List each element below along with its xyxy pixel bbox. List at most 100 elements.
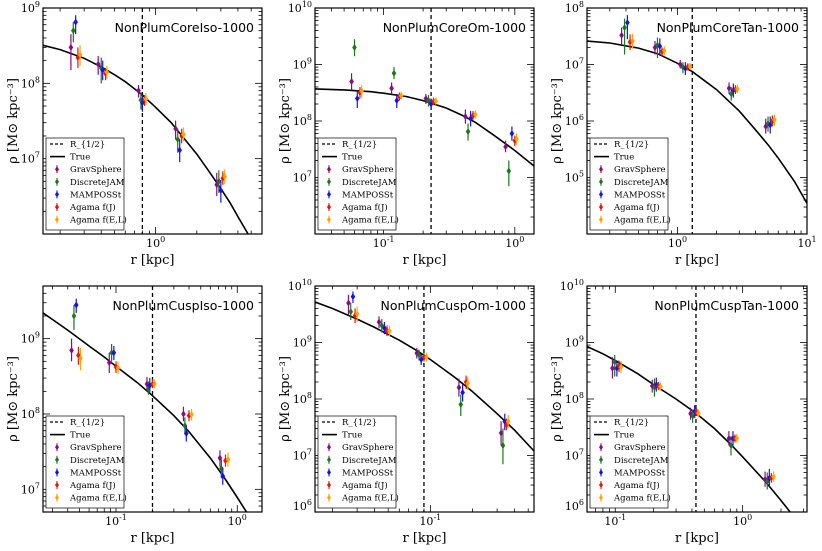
y-tick-label: 1010 [288,278,312,293]
data-point [71,27,76,35]
legend-label: Agama f(J) [69,480,116,491]
x-axis-label: r [kpc] [675,531,719,546]
legend-swatch [599,456,603,463]
legend-label: DiscreteJAM [70,456,125,466]
y-tick-label: 107 [21,151,40,166]
legend-swatch [599,494,603,501]
y-tick-label: 106 [293,498,312,513]
data-point [728,442,734,450]
legend-swatch [327,456,331,463]
data-point [376,318,382,326]
legend-box [317,137,397,231]
data-point [95,60,101,68]
legend-swatch [327,444,331,451]
data-point [68,43,74,51]
legend-swatch [327,469,331,476]
legend-box [45,137,125,231]
legend-swatch [327,494,331,501]
data-point [512,137,518,145]
plot-frame [42,285,263,513]
data-point [421,353,427,361]
data-point [352,43,357,51]
legend-label: MAMPOSSt [70,468,122,478]
data-point [218,186,224,194]
legend-label: MAMPOSSt [70,190,122,200]
plot-frame [42,7,263,235]
data-point [657,42,663,50]
legend-swatch [327,191,331,198]
data-point [346,299,351,307]
legend-label: True [70,153,90,163]
data-point [384,327,390,335]
legend-label: Agama f(J) [341,202,388,213]
legend-label: GravSphere [342,165,394,175]
x-tick-label: 101 [797,235,816,250]
legend-label: Agama f(E,L) [613,493,671,504]
legend-swatch [55,456,59,463]
data-point [733,86,738,94]
data-point [189,411,194,419]
x-tick-label: 10-1 [604,513,626,528]
data-point [465,379,471,387]
data-point [216,177,222,185]
data-point [357,88,363,96]
legend-swatch [55,482,59,488]
data-point [456,383,462,391]
legend-label: Agama f(J) [341,480,388,491]
legend-label: DiscreteJAM [342,456,397,466]
data-point [618,363,624,371]
legend-swatch [55,191,59,198]
data-point [463,113,468,121]
data-point [219,464,224,472]
plot-frame [314,7,535,235]
data-point [136,87,141,95]
data-point [503,143,508,151]
legend-label: Agama f(J) [69,202,116,213]
y-axis-label: ρ [M⊙ kpc⁻³] [278,356,293,442]
panel-title: NonPlumCoreIso-1000 [115,20,254,35]
legend-label: True [614,431,634,441]
true-curve [43,312,248,512]
data-point [181,410,186,418]
data-point [69,346,74,354]
data-point [470,112,476,120]
data-point [387,327,392,335]
legend-label: MAMPOSSt [614,468,666,478]
legend-label: Agama f(E,L) [69,215,127,226]
legend-label: MAMPOSSt [342,468,394,478]
data-point [183,430,189,438]
data-point [726,84,732,92]
y-tick-label: 108 [21,75,40,90]
legend-label: Agama f(J) [613,480,660,491]
legend-label: R_{1/2} [614,140,649,150]
legend-label: DiscreteJAM [614,178,669,188]
data-point [694,408,699,416]
data-point [509,130,515,138]
data-point [473,111,478,119]
data-point [220,472,226,480]
panel-1: 100 107 108 109 NonPlumCoreIso-1000 R_{1/2} Tr… [6,0,263,268]
data-point [348,308,354,316]
data-point [658,383,663,391]
data-point [349,78,354,86]
x-axis-label: r [kpc] [675,253,719,268]
data-point [771,473,776,481]
data-point [146,384,151,392]
y-tick-label: 107 [565,57,584,72]
legend-label: DiscreteJAM [342,178,397,188]
legend-label: R_{1/2} [70,418,105,428]
data-point [625,19,630,27]
data-point [106,359,112,367]
legend-label: Agama f(E,L) [341,215,399,226]
data-point [175,135,180,143]
panel-3: 100 101 105 106 107 108 NonPlumCoreTan-1000 R_{… [550,0,817,268]
y-tick-label: 107 [565,448,584,463]
legend-label: Agama f(E,L) [69,493,127,504]
data-point [78,354,83,362]
data-point [622,24,627,32]
legend-label: GravSphere [70,165,122,175]
y-tick-label: 105 [565,170,584,185]
legend-swatch [55,494,59,501]
legend-label: DiscreteJAM [70,178,125,188]
data-point [182,422,188,430]
